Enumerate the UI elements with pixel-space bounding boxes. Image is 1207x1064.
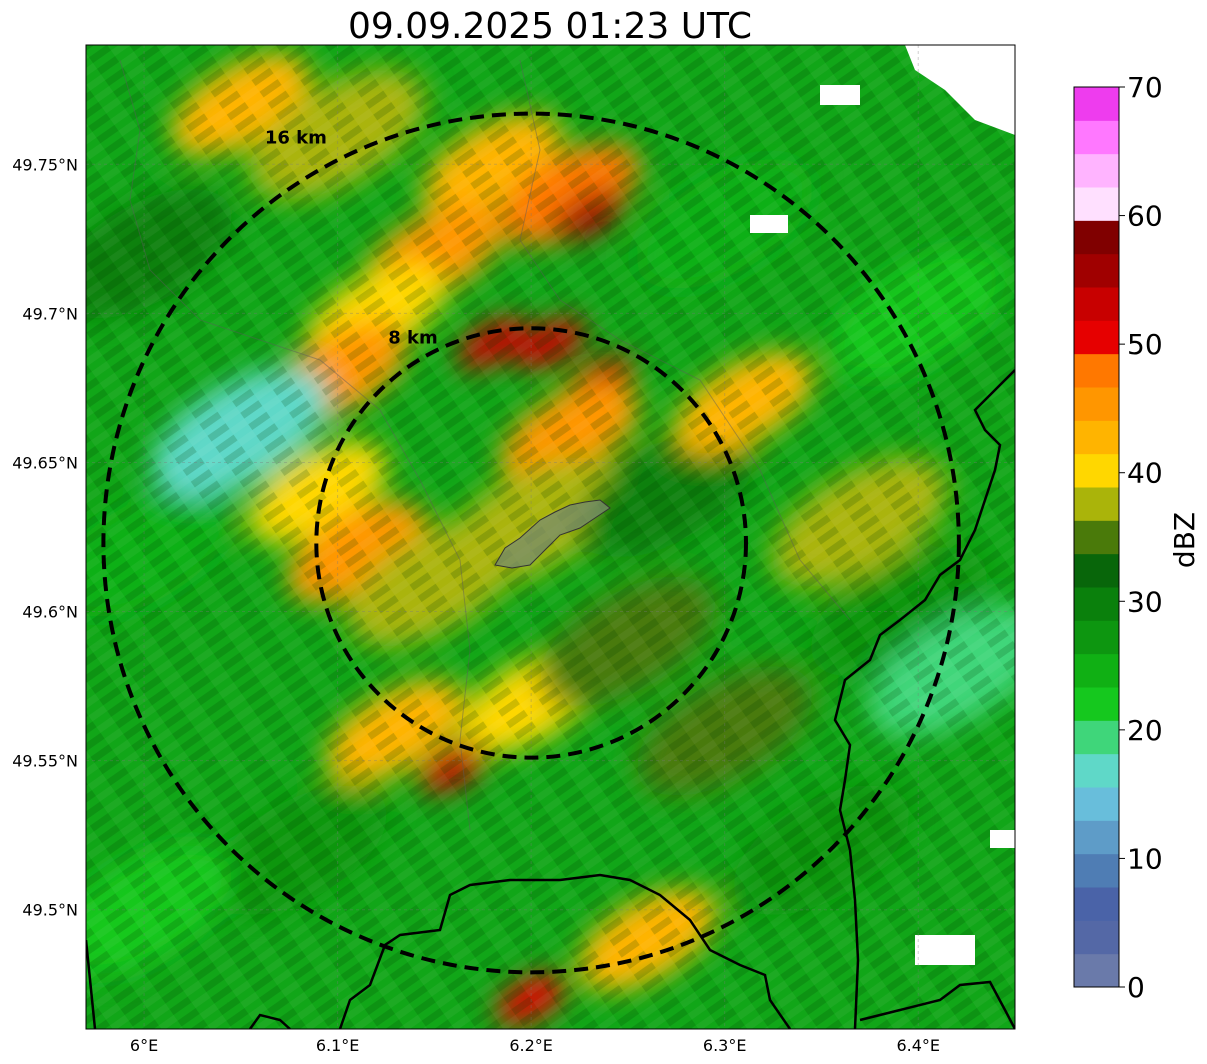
southern-border [86, 873, 1015, 1029]
colorbar-segment [1074, 620, 1119, 655]
borders [86, 369, 1015, 1029]
colorbar-segment [1074, 253, 1119, 288]
map-area: 8 km 16 km [86, 45, 1015, 1029]
colorbar-segment [1074, 120, 1119, 155]
colorbar-segment [1074, 387, 1119, 421]
colorbar-segment [1074, 920, 1119, 955]
y-tick-label: 49.5°N [22, 901, 78, 920]
colorbar-label: dBZ [1168, 512, 1201, 568]
range-ring-label: 8 km [388, 327, 438, 348]
no-data-patches [750, 45, 1015, 965]
colorbar-segment [1074, 687, 1119, 721]
map-frame [85, 44, 1016, 1030]
colorbar-segment [1074, 753, 1119, 788]
eastern-border [833, 369, 1015, 1029]
colorbar-segment [1074, 87, 1119, 121]
y-tick-label: 49.6°N [22, 603, 78, 622]
colorbar-tick-label: 0 [1127, 971, 1145, 1004]
colorbar-segment [1074, 653, 1119, 688]
colorbar-segment [1074, 187, 1119, 221]
colorbar-segment [1074, 487, 1119, 521]
colorbar-segment [1074, 153, 1119, 188]
y-tick-label: 49.55°N [12, 752, 78, 771]
y-tick-label: 49.65°N [12, 453, 78, 472]
colorbar-segment [1074, 587, 1119, 621]
colorbar-frame [1073, 86, 1120, 988]
thin-boundaries [119, 59, 851, 831]
colorbar-segment [1074, 820, 1119, 855]
colorbar-tick-label: 10 [1127, 842, 1163, 875]
colorbar: 0 10 20 30 40 50 60 70 [1074, 71, 1163, 1004]
colorbar-segment [1074, 720, 1119, 755]
lat-lon-grid [86, 45, 1015, 1029]
colorbar-segment [1074, 853, 1119, 888]
colorbar-segment [1074, 353, 1119, 388]
colorbar-tick-label: 30 [1127, 585, 1163, 618]
colorbar-tick-label: 20 [1127, 714, 1163, 747]
colorbar-segment [1074, 220, 1119, 255]
colorbar-segment [1074, 453, 1119, 488]
latitude-axis: 49.75°N 49.7°N 49.65°N 49.6°N 49.55°N 49.5°N [12, 155, 78, 919]
colorbar-tick-label: 50 [1127, 328, 1163, 361]
range-ring [101, 111, 961, 975]
x-tick-label: 6.3°E [703, 1036, 747, 1055]
colorbar-tick-label: 70 [1127, 71, 1163, 104]
range-ring-label: 16 km [265, 128, 327, 149]
colorbar-tick-label: 40 [1127, 457, 1163, 490]
colorbar-segment [1074, 887, 1119, 921]
colorbar-segment [1074, 420, 1119, 455]
colorbar-segment [1074, 520, 1119, 555]
x-tick-label: 6.2°E [509, 1036, 553, 1055]
x-tick-label: 6.1°E [316, 1036, 360, 1055]
range-rings: 8 km 16 km [101, 111, 961, 975]
colorbar-tick-label: 60 [1127, 200, 1163, 233]
y-tick-label: 49.7°N [22, 304, 78, 323]
figure-title: 09.09.2025 01:23 UTC [348, 6, 752, 47]
colorbar-segment [1074, 953, 1119, 988]
colorbar-segment [1074, 287, 1119, 321]
colorbar-segment [1074, 553, 1119, 588]
x-tick-label: 6°E [130, 1036, 158, 1055]
longitude-axis: 6°E 6.1°E 6.2°E 6.3°E 6.4°E [130, 1036, 940, 1055]
highlighted-area [494, 499, 611, 569]
y-tick-label: 49.75°N [12, 155, 78, 174]
colorbar-segment [1074, 787, 1119, 821]
range-ring [314, 326, 748, 760]
colorbar-segment [1074, 320, 1119, 355]
x-tick-label: 6.4°E [896, 1036, 940, 1055]
